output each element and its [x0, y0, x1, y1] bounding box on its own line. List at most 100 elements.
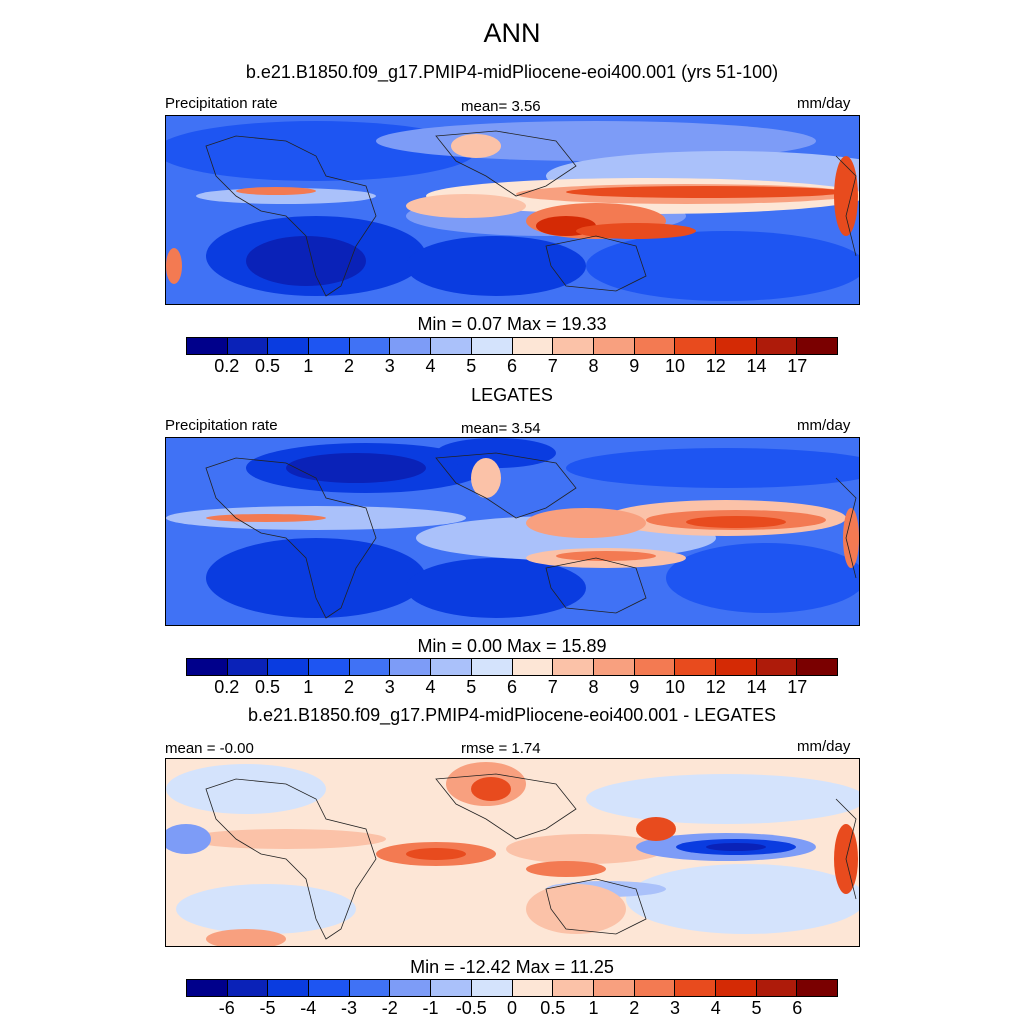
colorbar-tick-label: 10 — [664, 677, 686, 697]
colorbar-tick-label: 7 — [547, 356, 558, 376]
panel-2-minmax: Min = 0.00 Max = 15.89 — [417, 636, 607, 656]
colorbar-swatch — [797, 659, 837, 675]
colorbar-swatch — [187, 338, 228, 354]
colorbar-tick-label: 0.5 — [254, 677, 281, 697]
colorbar-swatch — [431, 659, 472, 675]
colorbar-swatch — [309, 338, 350, 354]
colorbar-swatch — [227, 980, 269, 996]
panel-2-colorbar — [186, 658, 838, 676]
colorbar-swatch — [268, 980, 310, 996]
colorbar-tick-label: 14 — [746, 677, 767, 697]
colorbar-tick-label: 2 — [343, 356, 355, 376]
colorbar-tick-label: -1 — [422, 998, 439, 1018]
colorbar-swatch — [187, 659, 228, 675]
colorbar-swatch — [715, 980, 757, 996]
colorbar-tick-label: 4 — [425, 677, 436, 697]
figure-title: ANN — [483, 18, 541, 48]
colorbar-swatch — [431, 980, 472, 996]
colorbar-swatch — [512, 980, 554, 996]
colorbar-swatch — [309, 980, 350, 996]
colorbar-swatch — [349, 338, 391, 354]
colorbar-tick-label: 5 — [466, 356, 477, 376]
panel-2-units-label: mm/day — [797, 417, 851, 434]
colorbar-swatch — [390, 980, 432, 996]
panel-2-mean-label: mean= 3.54 — [461, 420, 541, 437]
colorbar-swatch — [675, 659, 716, 675]
colorbar-swatch — [227, 659, 269, 675]
colorbar-tick-label: 2 — [629, 998, 640, 1018]
colorbar-swatch — [553, 338, 594, 354]
panel-2-map — [165, 437, 860, 626]
colorbar-tick-label: -5 — [259, 998, 276, 1018]
colorbar-swatch — [797, 980, 837, 996]
panel-3-map — [165, 758, 860, 947]
colorbar-swatch — [187, 980, 228, 996]
colorbar-tick-label: 3 — [669, 998, 681, 1018]
colorbar-tick-label: -4 — [300, 998, 317, 1018]
panel-1-colorbar — [186, 337, 838, 355]
panel-3-rmse-label: rmse = 1.74 — [461, 740, 541, 757]
colorbar-swatch — [634, 338, 676, 354]
colorbar-tick-label: 0.2 — [214, 356, 240, 376]
colorbar-tick-label: -2 — [381, 998, 398, 1018]
colorbar-tick-label: 1 — [303, 677, 314, 697]
colorbar-swatch — [756, 659, 798, 675]
colorbar-tick-label: 3 — [384, 356, 395, 376]
colorbar-tick-label: 4 — [710, 998, 721, 1018]
panel-1-title: b.e21.B1850.f09_g17.PMIP4-midPliocene-eo… — [245, 62, 779, 82]
colorbar-swatch — [349, 659, 391, 675]
colorbar-tick-label: 7 — [547, 677, 558, 697]
panel-1-mean-label: mean= 3.56 — [461, 98, 541, 115]
colorbar-swatch — [471, 338, 513, 354]
colorbar-tick-label: 0 — [506, 998, 518, 1018]
colorbar-swatch — [593, 980, 635, 996]
colorbar-swatch — [634, 659, 676, 675]
colorbar-swatch — [797, 338, 837, 354]
colorbar-tick-label: 2 — [343, 677, 355, 697]
colorbar-swatch — [553, 659, 594, 675]
colorbar-swatch — [675, 980, 716, 996]
colorbar-swatch — [309, 659, 350, 675]
colorbar-tick-label: 9 — [629, 677, 640, 697]
colorbar-swatch — [431, 338, 472, 354]
colorbar-swatch — [390, 659, 432, 675]
colorbar-swatch — [390, 338, 432, 354]
panel-3-minmax: Min = -12.42 Max = 11.25 — [410, 957, 614, 977]
panel-1-map — [165, 115, 860, 305]
colorbar-tick-label: 6 — [506, 356, 518, 376]
colorbar-tick-label: 1 — [303, 356, 314, 376]
colorbar-tick-label: -6 — [218, 998, 235, 1018]
colorbar-tick-label: 6 — [506, 677, 518, 697]
panel-1-minmax: Min = 0.07 Max = 19.33 — [417, 314, 607, 334]
panel-2-variable-label: Precipitation rate — [165, 417, 278, 434]
colorbar-tick-label: 9 — [629, 356, 640, 376]
colorbar-swatch — [756, 338, 798, 354]
colorbar-tick-label: -3 — [340, 998, 358, 1018]
colorbar-tick-label: -0.5 — [455, 998, 487, 1018]
colorbar-tick-label: 6 — [792, 998, 803, 1018]
colorbar-swatch — [756, 980, 798, 996]
colorbar-tick-label: 10 — [664, 356, 686, 376]
panel-1-variable-label: Precipitation rate — [165, 95, 278, 112]
colorbar-tick-label: 1 — [588, 998, 599, 1018]
panel-2-title: LEGATES — [471, 385, 553, 405]
colorbar-swatch — [634, 980, 676, 996]
panel-3-mean-label: mean = -0.00 — [165, 740, 254, 757]
panel-3-units-label: mm/day — [797, 738, 851, 755]
colorbar-tick-label: 5 — [751, 998, 762, 1018]
colorbar-swatch — [593, 338, 635, 354]
colorbar-tick-label: 5 — [466, 677, 477, 697]
colorbar-swatch — [349, 980, 391, 996]
panel-1-units-label: mm/day — [797, 95, 851, 112]
colorbar-swatch — [512, 338, 554, 354]
colorbar-swatch — [715, 338, 757, 354]
colorbar-tick-label: 0.5 — [254, 356, 281, 376]
colorbar-tick-label: 17 — [787, 356, 808, 376]
colorbar-tick-label: 14 — [746, 356, 767, 376]
colorbar-tick-label: 17 — [787, 677, 808, 697]
colorbar-swatch — [512, 659, 554, 675]
colorbar-swatch — [471, 980, 513, 996]
colorbar-swatch — [471, 659, 513, 675]
colorbar-tick-label: 3 — [384, 677, 395, 697]
colorbar-swatch — [593, 659, 635, 675]
